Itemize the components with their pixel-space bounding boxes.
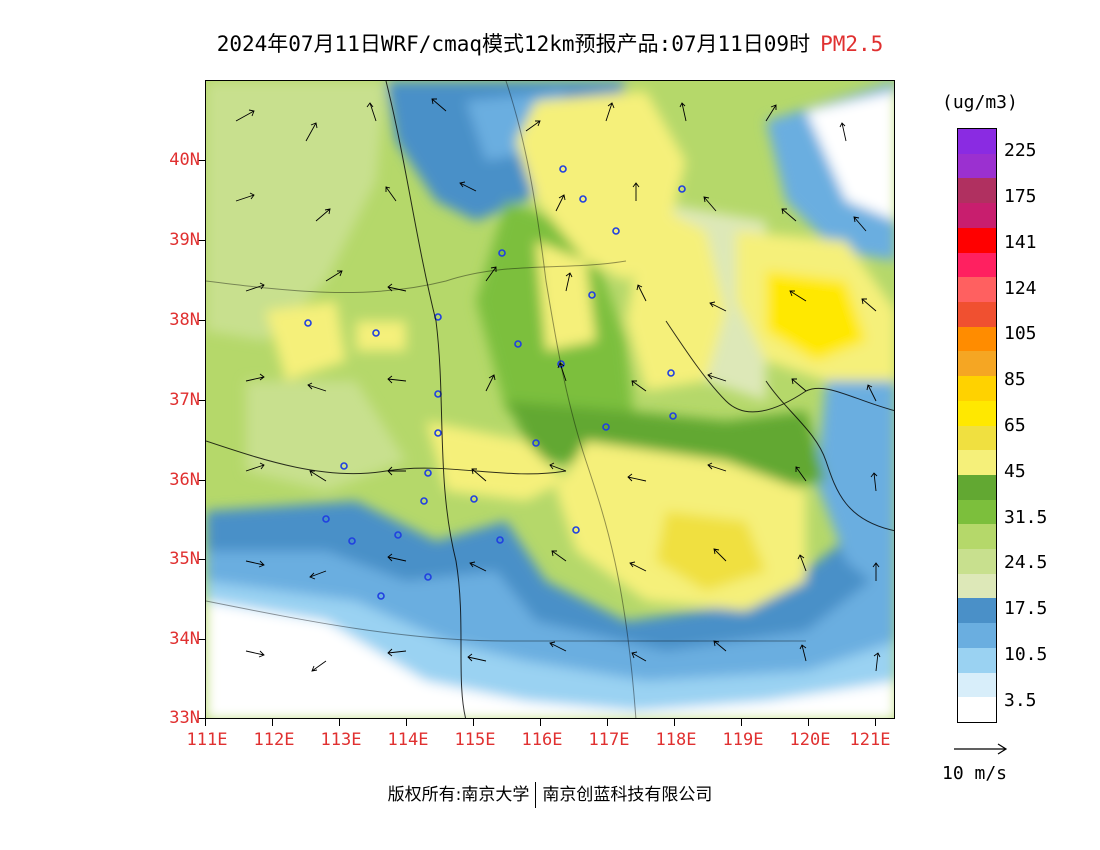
lon-label-118e: 118E [655,730,697,750]
lat-label-36n: 36N [169,470,200,490]
copyright: 版权所有:南京大学 南京创蓝科技有限公司 [0,780,1100,808]
colorbar-segment [958,623,996,649]
legend-label-10-5: 10.5 [1004,644,1048,665]
legend-label-17-5: 17.5 [1004,598,1048,619]
map-title: 2024年07月11日WRF/cmaq模式12km预报产品:07月11日09时 P… [0,28,1100,58]
colorbar-segment [958,301,996,328]
colorbar-segment [958,277,996,303]
lon-label-117e: 117E [588,730,630,750]
colorbar-segment [958,647,996,674]
wind-reference-arrow-icon [954,743,1008,755]
lon-label-120e: 120E [789,730,831,750]
colorbar-segment [958,499,996,525]
legend-label-31-5: 31.5 [1004,507,1048,528]
lon-label-111e: 111E [186,730,228,750]
colorbar-segment [958,425,996,451]
lon-label-119e: 119E [722,730,764,750]
lon-label-114e: 114E [387,730,429,750]
colorbar-segment [958,598,996,624]
concentration-field [206,81,894,718]
legend-label-175: 175 [1004,186,1037,207]
lon-label-116e: 116E [521,730,563,750]
legend-label-141: 141 [1004,232,1037,253]
lon-label-121e: 121E [849,730,891,750]
colorbar-segment [958,672,996,698]
colorbar-segment [958,400,996,426]
legend-label-105: 105 [1004,323,1037,344]
wind-reference-label: 10 m/s [942,763,1008,784]
colorbar-segment [958,203,996,229]
colorbar-segment [958,227,996,254]
colorbar-segment [958,129,996,155]
legend-label-65: 65 [1004,415,1026,436]
colorbar-segment [958,524,996,550]
lon-label-112e: 112E [253,730,295,750]
lat-label-38n: 38N [169,310,200,330]
lat-label-37n: 37N [169,390,200,410]
title-pollutant: PM2.5 [820,32,884,56]
colorbar-segment [958,252,996,278]
legend-label-24-5: 24.5 [1004,552,1048,573]
colorbar-segment [958,697,996,723]
colorbar-segment [958,326,996,352]
colorbar-segment [958,376,996,402]
colorbar-segment [958,178,996,204]
colorbar-segment [958,351,996,377]
lat-label-40n: 40N [169,150,200,170]
lat-label-39n: 39N [169,230,200,250]
lon-label-113e: 113E [320,730,362,750]
legend-unit: (ug/m3) [942,92,1018,113]
colorbar-segment [958,474,996,501]
colorbar-segment [958,450,996,476]
colorbar-segment [958,573,996,599]
legend-label-85: 85 [1004,369,1026,390]
lat-label-33n: 33N [169,708,200,728]
legend-label-124: 124 [1004,278,1037,299]
title-main: 2024年07月11日WRF/cmaq模式12km预报产品:07月11日09时 [216,32,811,56]
pm25-map [205,80,895,719]
copyright-company: 南京创蓝科技有限公司 [542,785,713,805]
copyright-owner: 版权所有:南京大学 [387,785,530,805]
legend-label-3-5: 3.5 [1004,690,1037,711]
lon-label-115e: 115E [454,730,496,750]
colorbar [957,128,997,723]
legend-label-45: 45 [1004,461,1026,482]
lat-label-34n: 34N [169,629,200,649]
wind-vectors [235,98,881,672]
legend-label-225: 225 [1004,140,1037,161]
lat-label-35n: 35N [169,549,200,569]
colorbar-segment [958,153,996,179]
colorbar-segment [958,549,996,575]
